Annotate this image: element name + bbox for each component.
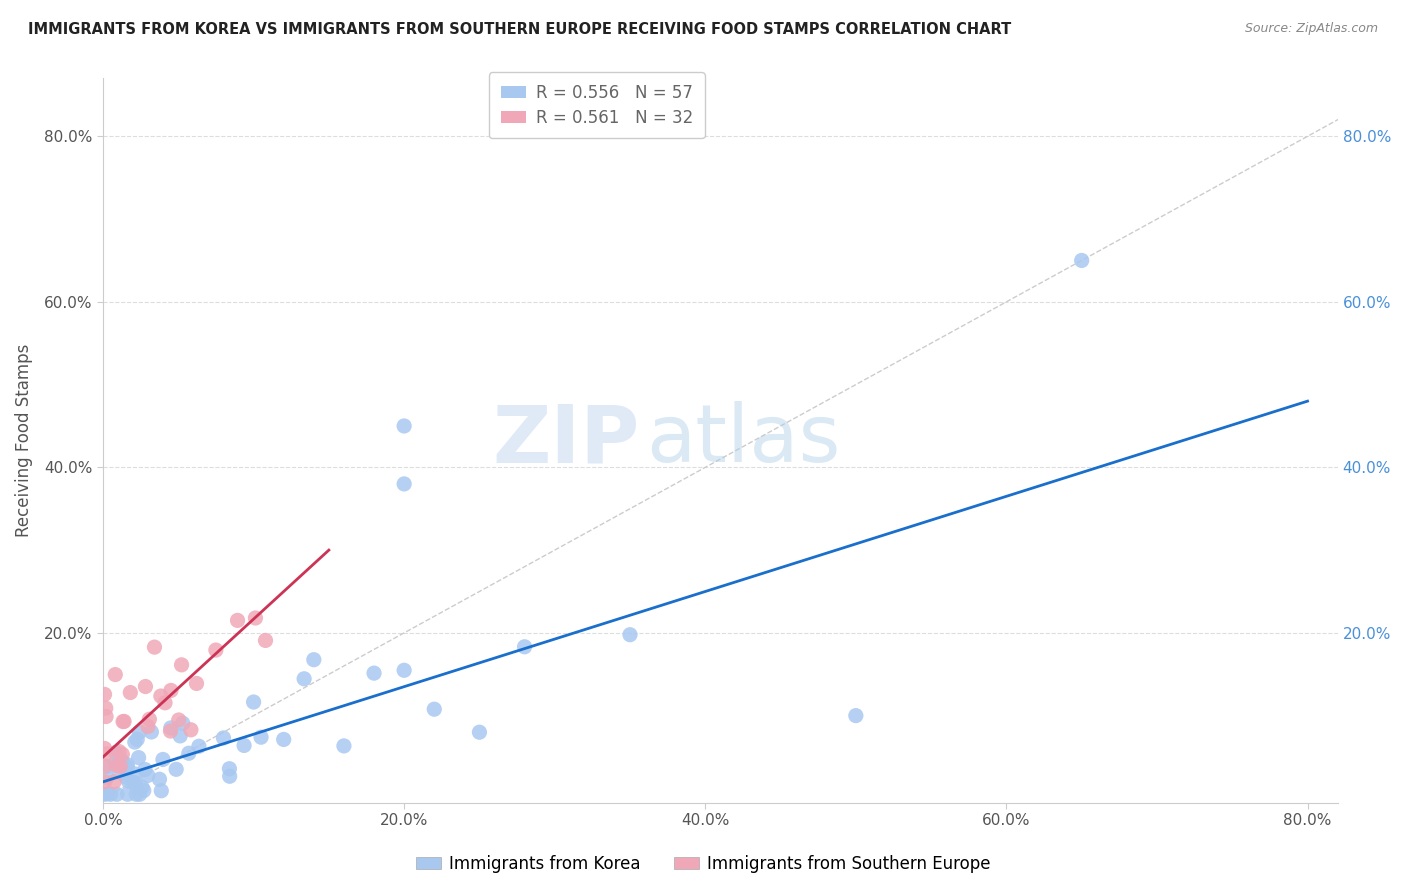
Point: [112, 714, 135, 729]
Point: [149, 689, 172, 703]
Point: [96, 771, 118, 785]
Point: [117, 787, 139, 801]
Point: [187, 739, 209, 754]
Point: [110, 752, 132, 766]
Point: [392, 663, 415, 677]
Point: [122, 775, 145, 789]
Point: [108, 756, 131, 771]
Point: [104, 667, 127, 681]
Point: [159, 721, 181, 735]
Point: [392, 419, 415, 434]
Point: [108, 745, 131, 759]
Point: [141, 725, 163, 739]
Point: [205, 643, 228, 657]
Point: [105, 787, 128, 801]
Point: [134, 763, 156, 777]
Point: [136, 719, 159, 733]
Point: [110, 759, 132, 773]
Point: [111, 756, 134, 770]
Point: [845, 708, 868, 723]
Point: [159, 724, 181, 739]
Point: [167, 713, 190, 727]
Point: [513, 640, 536, 654]
Point: [134, 680, 156, 694]
Point: [292, 672, 315, 686]
Point: [100, 787, 122, 801]
Point: [93, 787, 115, 801]
Point: [128, 787, 150, 801]
Text: IMMIGRANTS FROM KOREA VS IMMIGRANTS FROM SOUTHERN EUROPE RECEIVING FOOD STAMPS C: IMMIGRANTS FROM KOREA VS IMMIGRANTS FROM…: [28, 22, 1011, 37]
Point: [148, 772, 170, 787]
Point: [242, 695, 264, 709]
Point: [160, 683, 183, 698]
Point: [143, 640, 166, 654]
Point: [153, 696, 176, 710]
Point: [124, 776, 146, 790]
Point: [180, 723, 202, 737]
Point: [177, 746, 200, 760]
Point: [117, 774, 139, 789]
Point: [127, 732, 149, 747]
Point: [131, 780, 153, 795]
Point: [115, 770, 138, 784]
Y-axis label: Receiving Food Stamps: Receiving Food Stamps: [15, 343, 32, 537]
Point: [108, 765, 131, 780]
Point: [93, 687, 115, 701]
Legend: Immigrants from Korea, Immigrants from Southern Europe: Immigrants from Korea, Immigrants from S…: [409, 848, 997, 880]
Point: [423, 702, 446, 716]
Point: [150, 784, 173, 798]
Point: [120, 685, 142, 699]
Point: [93, 759, 115, 773]
Point: [96, 747, 118, 761]
Point: [132, 783, 155, 797]
Text: ZIP: ZIP: [494, 401, 640, 480]
Point: [94, 709, 117, 723]
Point: [125, 787, 148, 801]
Point: [96, 787, 118, 801]
Text: atlas: atlas: [647, 401, 841, 480]
Point: [103, 774, 125, 789]
Point: [128, 725, 150, 739]
Point: [104, 746, 127, 760]
Text: Source: ZipAtlas.com: Source: ZipAtlas.com: [1244, 22, 1378, 36]
Point: [136, 768, 159, 782]
Point: [169, 729, 191, 743]
Point: [1070, 253, 1092, 268]
Point: [124, 767, 146, 781]
Point: [226, 614, 249, 628]
Point: [111, 747, 134, 762]
Point: [212, 731, 235, 745]
Point: [619, 628, 641, 642]
Point: [186, 676, 208, 690]
Point: [104, 757, 127, 772]
Point: [105, 758, 128, 772]
Point: [96, 759, 118, 773]
Point: [468, 725, 491, 739]
Point: [94, 701, 117, 715]
Point: [93, 774, 115, 789]
Point: [218, 762, 240, 776]
Point: [115, 760, 138, 774]
Point: [172, 716, 194, 731]
Point: [138, 712, 160, 726]
Point: [93, 741, 115, 756]
Point: [250, 730, 273, 744]
Point: [302, 653, 325, 667]
Point: [165, 762, 187, 776]
Point: [112, 714, 135, 729]
Point: [363, 666, 385, 681]
Point: [392, 476, 415, 491]
Point: [128, 750, 150, 764]
Point: [245, 611, 267, 625]
Point: [233, 739, 256, 753]
Point: [273, 732, 295, 747]
Point: [117, 757, 139, 772]
Legend: R = 0.556   N = 57, R = 0.561   N = 32: R = 0.556 N = 57, R = 0.561 N = 32: [489, 72, 704, 138]
Point: [218, 769, 240, 783]
Point: [254, 633, 277, 648]
Point: [170, 657, 193, 672]
Point: [124, 735, 146, 749]
Point: [333, 739, 356, 753]
Point: [152, 752, 174, 766]
